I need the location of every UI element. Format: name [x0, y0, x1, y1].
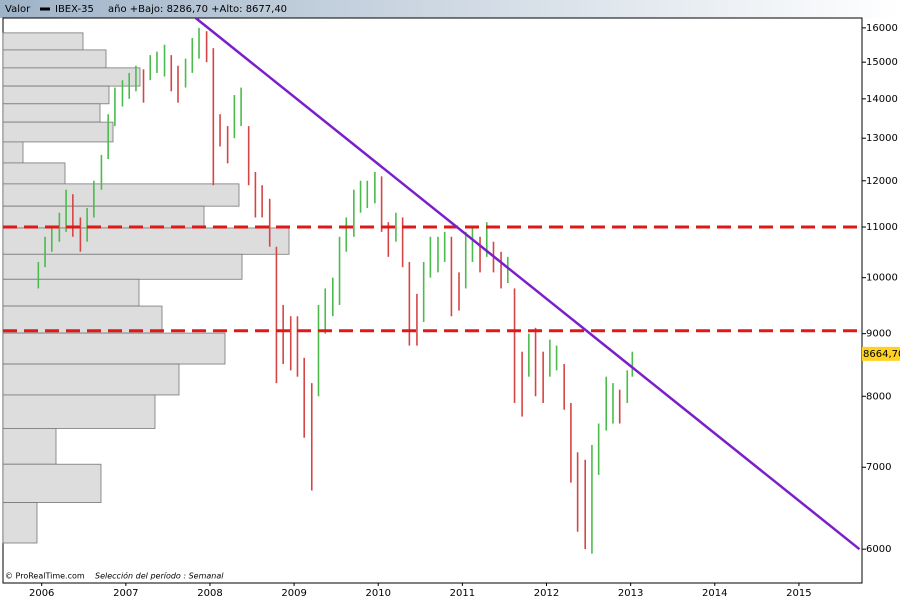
y-tick-label: 12000	[866, 176, 898, 187]
header-label: Valor	[5, 4, 31, 15]
y-tick-label: 9000	[866, 329, 891, 340]
volume-bar	[2, 463, 102, 503]
y-tick-label: 11000	[866, 222, 898, 233]
volume-bar	[2, 32, 84, 51]
x-tick-label: 2015	[786, 588, 811, 599]
volume-bar	[2, 103, 101, 123]
last-price-box	[862, 346, 900, 361]
x-tick-label: 2013	[618, 588, 643, 599]
volume-bar	[2, 49, 107, 69]
x-tick-label: 2014	[702, 588, 727, 599]
header-info: año +Bajo: 8286,70 +Alto: 8677,40	[108, 4, 287, 15]
trend-line	[194, 17, 861, 551]
y-tick-label: 16000	[866, 23, 898, 34]
y-tick-label: 8000	[866, 391, 891, 402]
volume-bar	[2, 253, 243, 280]
volume-bar	[2, 428, 57, 465]
volume-bar	[2, 278, 140, 307]
volume-bar	[2, 227, 290, 255]
volume-bar	[2, 67, 141, 87]
x-tick-label: 2009	[281, 588, 306, 599]
footer-source: © ProRealTime.com	[5, 572, 85, 581]
volume-bar	[2, 183, 240, 207]
volume-bar	[2, 141, 24, 164]
last-price-label: 8664,70	[863, 349, 900, 360]
volume-bar	[2, 332, 226, 365]
x-tick-label: 2006	[29, 588, 54, 599]
volume-bar	[2, 394, 156, 429]
y-tick-label: 10000	[866, 273, 898, 284]
volume-bar	[2, 363, 180, 396]
footer-period: Selección del período : Semanal	[95, 571, 224, 581]
y-tick-label: 7000	[866, 462, 891, 473]
legend-label: IBEX-35	[55, 4, 94, 15]
y-tick-label: 13000	[866, 133, 898, 144]
x-tick-label: 2008	[197, 588, 222, 599]
x-tick-label: 2011	[450, 588, 475, 599]
volume-bar	[2, 502, 38, 544]
y-tick-label: 14000	[866, 94, 898, 105]
y-tick-label: 15000	[866, 57, 898, 68]
y-tick-label: 6000	[866, 544, 891, 555]
x-tick-label: 2007	[113, 588, 138, 599]
volume-bar	[2, 205, 205, 229]
volume-bar	[2, 85, 110, 105]
x-tick-label: 2010	[366, 588, 391, 599]
header-bar	[0, 0, 900, 18]
volume-bar	[2, 162, 66, 185]
volume-bar	[2, 121, 114, 143]
volume-bar	[2, 305, 163, 334]
x-tick-label: 2012	[534, 588, 559, 599]
